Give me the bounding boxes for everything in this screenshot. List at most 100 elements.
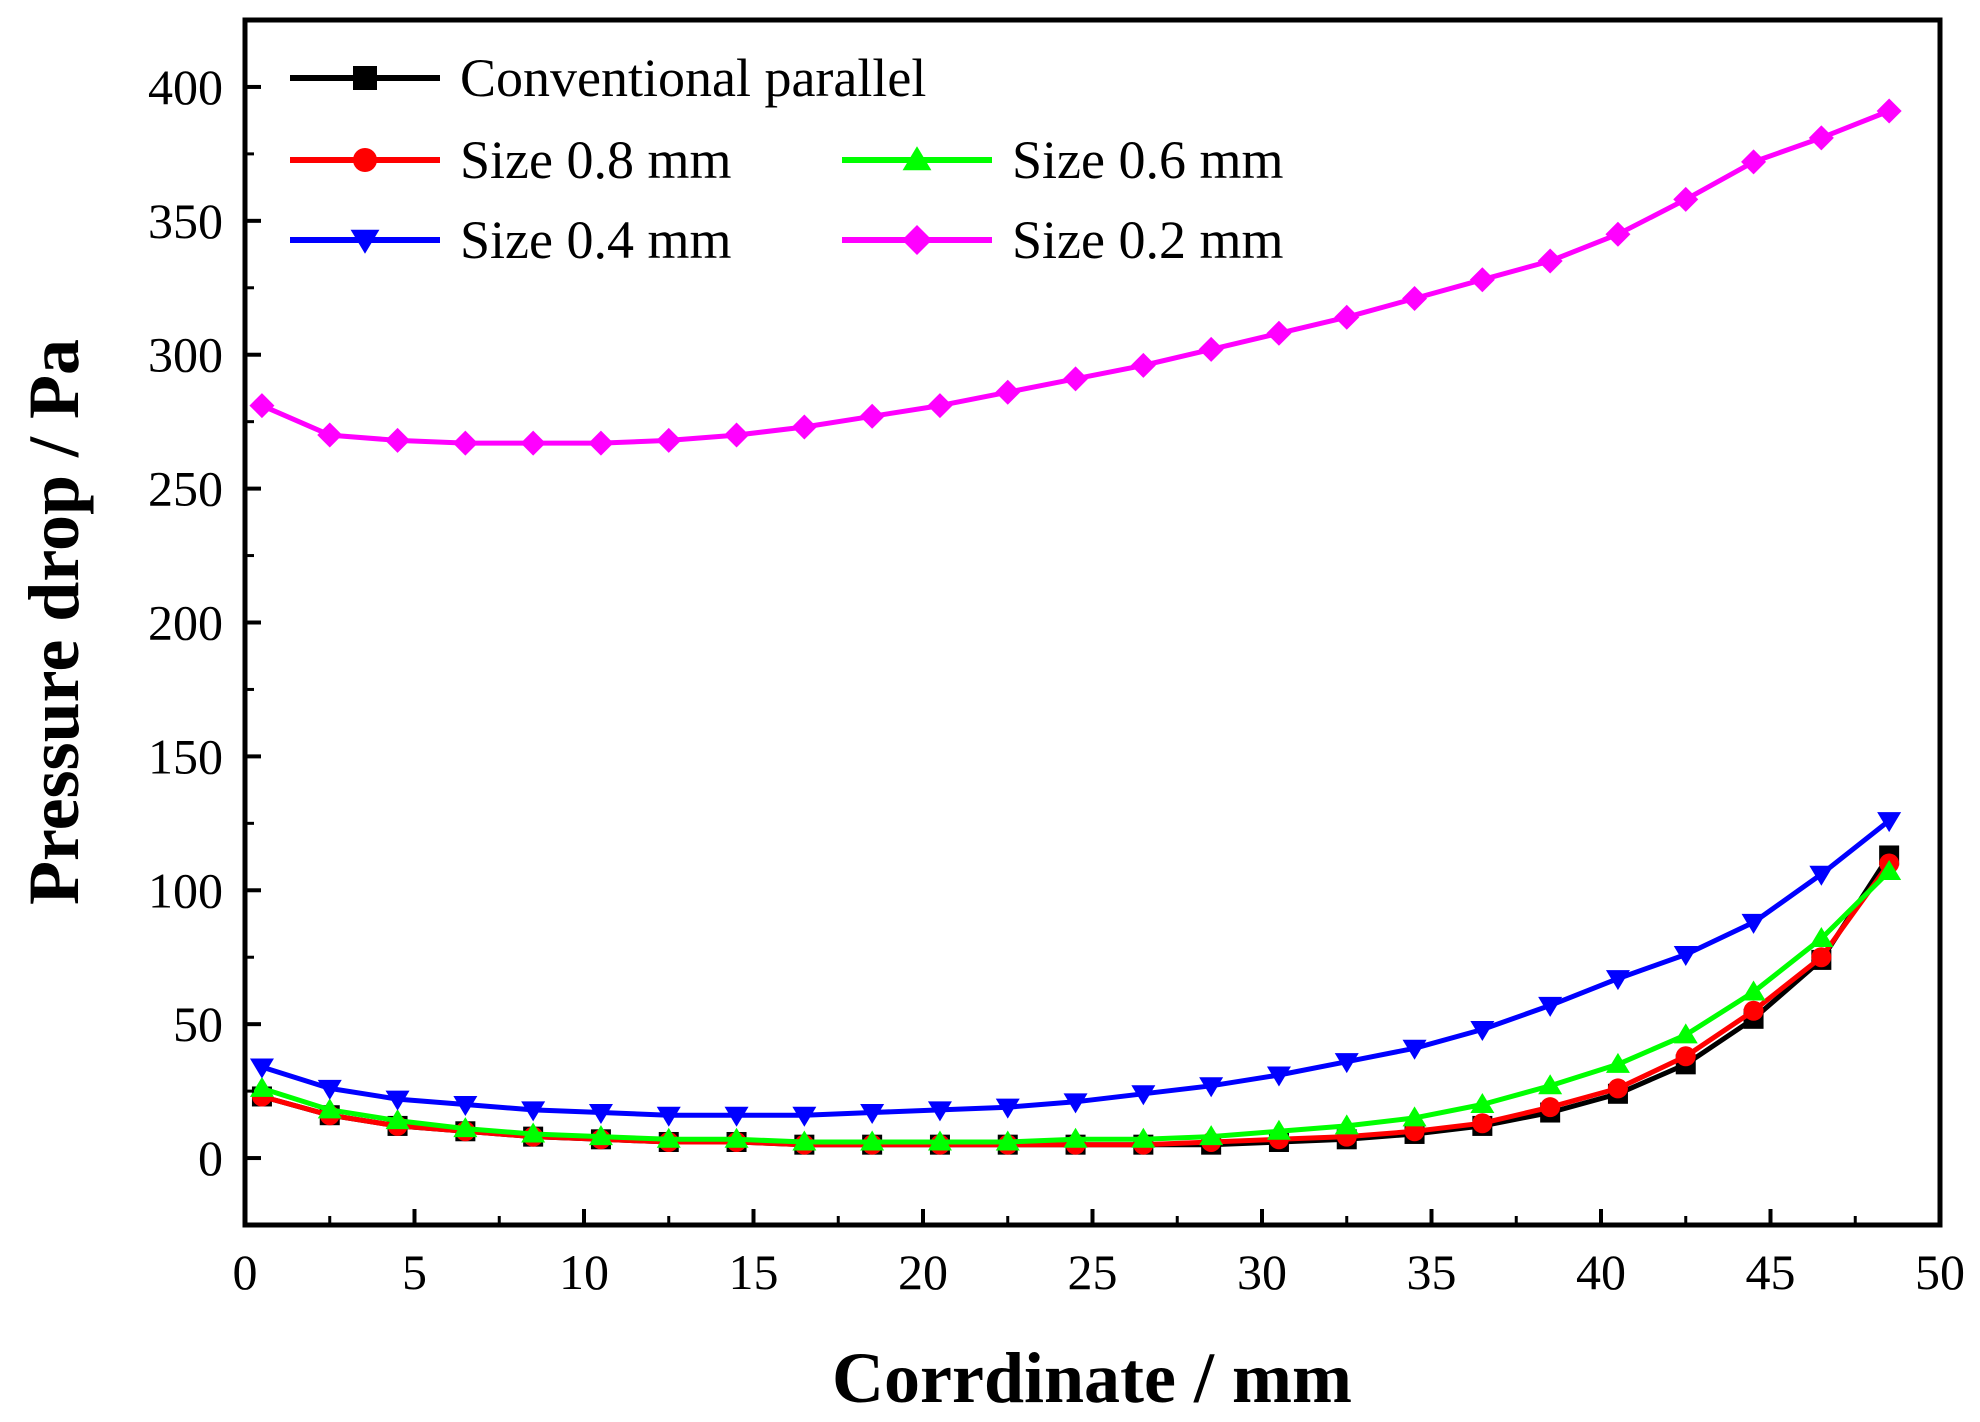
x-tick-label: 35 [1407,1244,1457,1300]
x-tick-label: 5 [402,1244,427,1300]
data-point [520,430,546,456]
data-point [1537,248,1563,274]
legend-entry: Size 0.8 mm [290,130,731,190]
data-point [1741,980,1766,1001]
legend-label: Size 0.8 mm [460,130,731,190]
data-point [1877,860,1902,881]
data-point [317,1079,342,1100]
y-tick-label: 250 [148,461,223,517]
legend-entry: Size 0.2 mm [842,210,1283,270]
data-point [1472,1113,1493,1134]
x-tick-label: 30 [1237,1244,1287,1300]
data-point [1876,98,1902,124]
data-point [860,1130,885,1151]
data-point [1538,996,1563,1017]
data-point [1334,1053,1359,1074]
data-point [1334,1114,1359,1135]
data-point [1743,1000,1764,1021]
x-tick-label: 15 [729,1244,779,1300]
data-point [1402,1039,1427,1060]
data-point [521,1101,546,1122]
data-point [1808,125,1834,151]
legend-marker [353,148,377,172]
data-point [1198,336,1224,362]
data-point [859,403,885,429]
data-point [1675,1046,1696,1067]
x-tick-label: 40 [1576,1244,1626,1300]
data-point [724,422,750,448]
data-point [521,1122,546,1143]
data-point [1063,366,1089,392]
y-tick-label: 50 [173,996,223,1052]
data-point [724,1106,749,1127]
data-point [860,1104,885,1125]
data-point [249,1058,274,1079]
data-point [1605,221,1631,247]
x-tick-label: 10 [559,1244,609,1300]
legend-label: Size 0.2 mm [1012,210,1283,270]
legend-marker [353,66,377,90]
data-point [656,1106,681,1127]
data-point [1673,186,1699,212]
legend-entry: Size 0.6 mm [842,130,1283,190]
data-point [1741,913,1766,934]
data-point [588,1125,613,1146]
data-point [927,1130,952,1151]
data-point [1809,865,1834,886]
x-tick-label: 50 [1915,1244,1965,1300]
data-point [995,1098,1020,1119]
data-point [1131,1085,1156,1106]
data-point [588,430,614,456]
y-axis-title: Pressure drop / Pa [14,339,94,905]
y-tick-label: 400 [148,59,223,115]
data-point [1266,1119,1291,1140]
data-point [927,1101,952,1122]
x-axis-title: Corrdinate / mm [832,1338,1352,1418]
y-tick-label: 350 [148,193,223,249]
data-point [1811,947,1832,968]
data-point [791,414,817,440]
y-tick-label: 300 [148,327,223,383]
data-point [453,1117,478,1138]
data-point [1607,1078,1628,1099]
data-point [1063,1127,1088,1148]
data-point [656,1127,681,1148]
data-point [1199,1077,1224,1098]
series-triangle-up [249,860,1902,1151]
legend-entry: Size 0.4 mm [290,210,731,270]
data-point [1063,1093,1088,1114]
data-point [1605,1052,1630,1073]
data-point [1741,149,1767,175]
data-point [792,1106,817,1127]
data-point [249,1076,274,1097]
data-point [385,427,411,453]
legend-label: Size 0.6 mm [1012,130,1283,190]
data-point [453,1096,478,1116]
x-tick-label: 25 [1068,1244,1118,1300]
data-point [452,430,478,456]
data-point [1809,926,1834,947]
data-point [1538,1074,1563,1095]
data-point [588,1104,613,1125]
data-point [1470,1021,1495,1042]
data-point [1266,320,1292,346]
y-tick-label: 100 [148,862,223,918]
y-tick-label: 150 [148,728,223,784]
legend-label: Size 0.4 mm [460,210,731,270]
x-tick-label: 0 [233,1244,258,1300]
legend-marker [902,225,932,255]
legend-marker [350,229,380,254]
data-point [724,1127,749,1148]
data-point [792,1130,817,1151]
y-tick-label: 0 [198,1130,223,1186]
data-point [385,1109,410,1130]
data-point [1130,352,1156,378]
legend-label: Conventional parallel [460,48,926,108]
data-point [1266,1066,1291,1087]
x-tick-label: 20 [898,1244,948,1300]
data-point [317,1098,342,1119]
data-point [1877,812,1902,833]
data-point [1540,1097,1561,1118]
